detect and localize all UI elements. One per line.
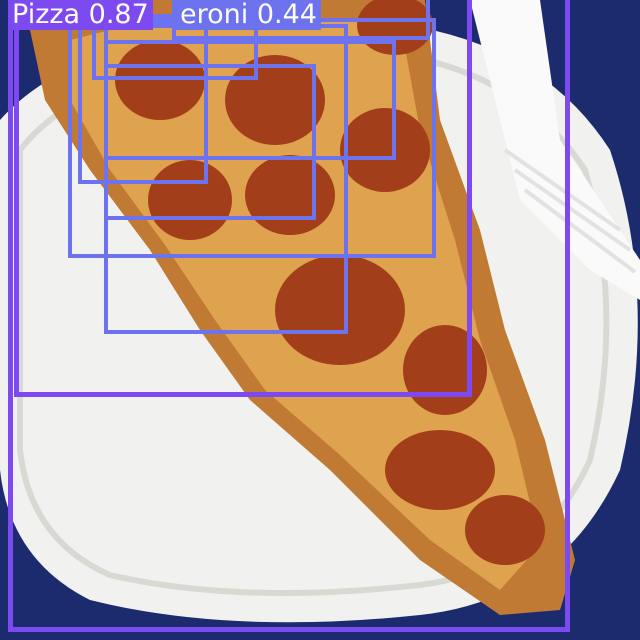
pepperoni-box-7 bbox=[172, 0, 430, 40]
plastic-fork bbox=[470, 0, 640, 300]
pizza-box-1 bbox=[14, 0, 472, 397]
pizza-detection-label: Pizza 0.87 bbox=[8, 0, 153, 30]
pizza-box-2 bbox=[8, 0, 570, 632]
pizza-slice bbox=[30, 0, 575, 615]
pepperoni-detection-label: eroni 0.44 bbox=[176, 0, 321, 30]
pepperoni-slices bbox=[115, 0, 545, 565]
